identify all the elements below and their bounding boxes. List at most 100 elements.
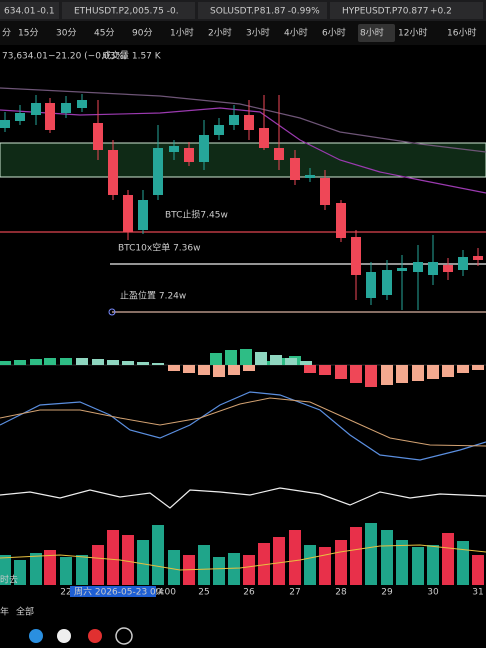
candle-body [382, 270, 392, 295]
volume-bar [442, 533, 454, 585]
tab-change: +0.2 [430, 7, 452, 17]
macd-bar [319, 365, 331, 375]
crosshair-box [70, 586, 156, 597]
date-label: 30 [427, 588, 439, 598]
macd-bar [168, 365, 180, 371]
app-icon[interactable] [88, 629, 102, 643]
candle-body [397, 268, 407, 271]
ma-line [0, 107, 486, 194]
macd-bar [122, 361, 134, 365]
candle-body [336, 203, 346, 238]
date-label: 22 [60, 588, 71, 598]
macd-bar [427, 365, 439, 379]
date-label: 28 [335, 588, 347, 598]
candle-body [413, 262, 423, 272]
macd-bar [350, 365, 362, 383]
all-button[interactable]: 全部 [16, 606, 34, 618]
macd-bar [472, 365, 484, 370]
candle-body [61, 103, 71, 113]
timeframe[interactable]: 4小时 [284, 27, 308, 39]
volume-bar [335, 540, 347, 585]
tab[interactable] [62, 2, 195, 19]
timeframe-selected [358, 24, 395, 42]
candle-body [290, 158, 300, 180]
app-icon[interactable] [115, 627, 133, 645]
volume-bar [381, 530, 393, 585]
vol-ma [0, 544, 486, 571]
candle-body [123, 195, 133, 232]
timeframe[interactable]: 90分 [132, 28, 152, 39]
macd-line [0, 391, 486, 461]
indicator-line [0, 487, 486, 509]
timeframe[interactable]: 16小时 [447, 27, 476, 39]
volume-bar [0, 555, 11, 585]
macd-bar [210, 353, 222, 365]
candle-body [458, 257, 468, 270]
macd-bar [60, 358, 72, 365]
tab[interactable] [198, 2, 327, 19]
macd-bar [213, 365, 225, 377]
anchor [108, 308, 116, 316]
macd-bar [381, 365, 393, 385]
macd-bar [107, 360, 119, 365]
macd-bar [412, 365, 424, 381]
timeframe[interactable]: 15分 [18, 28, 38, 39]
timeframe[interactable]: 3小时 [246, 27, 270, 39]
tab-price: 70.877 [397, 7, 429, 17]
tab[interactable] [330, 2, 483, 19]
timeframe[interactable]: 45分 [94, 28, 114, 39]
macd-bar [198, 365, 210, 375]
tab[interactable] [0, 2, 59, 19]
candle-body [184, 148, 194, 162]
macd-bar [30, 359, 42, 365]
candle-body [320, 178, 330, 205]
candle-body [214, 125, 224, 135]
macd-bar [300, 361, 312, 365]
macd-bar [457, 365, 469, 373]
timeframe[interactable]: 2小时 [208, 27, 232, 39]
timeframe[interactable]: 1小时 [170, 27, 194, 39]
candle-body [15, 113, 25, 121]
macd-bar [44, 358, 56, 365]
macd-bar [335, 365, 347, 379]
date-label: 24 [152, 588, 164, 598]
timeframe[interactable]: 分 [2, 28, 11, 39]
volume-bar [350, 527, 362, 585]
timeframe[interactable]: 12小时 [398, 27, 427, 39]
volume-bar [44, 550, 56, 585]
timeframe[interactable]: 6小时 [322, 27, 346, 39]
timeframe[interactable]: 30分 [56, 28, 76, 39]
tab-change: -0.99% [288, 7, 320, 17]
range-button[interactable]: 年 [0, 606, 9, 618]
candle-body [199, 135, 209, 162]
volume-bar [457, 541, 469, 585]
macd-bar [14, 360, 26, 365]
candle-body [443, 265, 453, 272]
candle-body [473, 256, 483, 260]
info-change: −21.20 (−0.03%) [48, 52, 127, 62]
date-label: 25 [198, 588, 209, 598]
tab-price: 81.87 [260, 7, 286, 17]
macd-bar [255, 352, 267, 365]
volume-bar [76, 555, 88, 585]
timeframe[interactable]: 8小时 [360, 27, 384, 39]
zone [0, 142, 486, 178]
candle-body [0, 120, 10, 128]
candle-body [259, 128, 269, 148]
app-icon[interactable] [29, 629, 43, 643]
candle-body [45, 103, 55, 130]
info-volume: 成交量 1.57 K [102, 50, 162, 62]
macd-bar [0, 361, 11, 365]
volume-bar [228, 553, 240, 585]
volume-bar [472, 555, 484, 585]
candle-body [138, 200, 148, 230]
volume-bar [168, 550, 180, 585]
tab-price: 2,005.75 [124, 7, 164, 17]
macd-bar [183, 365, 195, 373]
volume-bar [319, 547, 331, 585]
macd-bar [243, 365, 255, 371]
candle-body [366, 272, 376, 298]
volume-bar [289, 530, 301, 585]
date-label: 26 [243, 588, 255, 598]
app-icon[interactable] [57, 629, 71, 643]
